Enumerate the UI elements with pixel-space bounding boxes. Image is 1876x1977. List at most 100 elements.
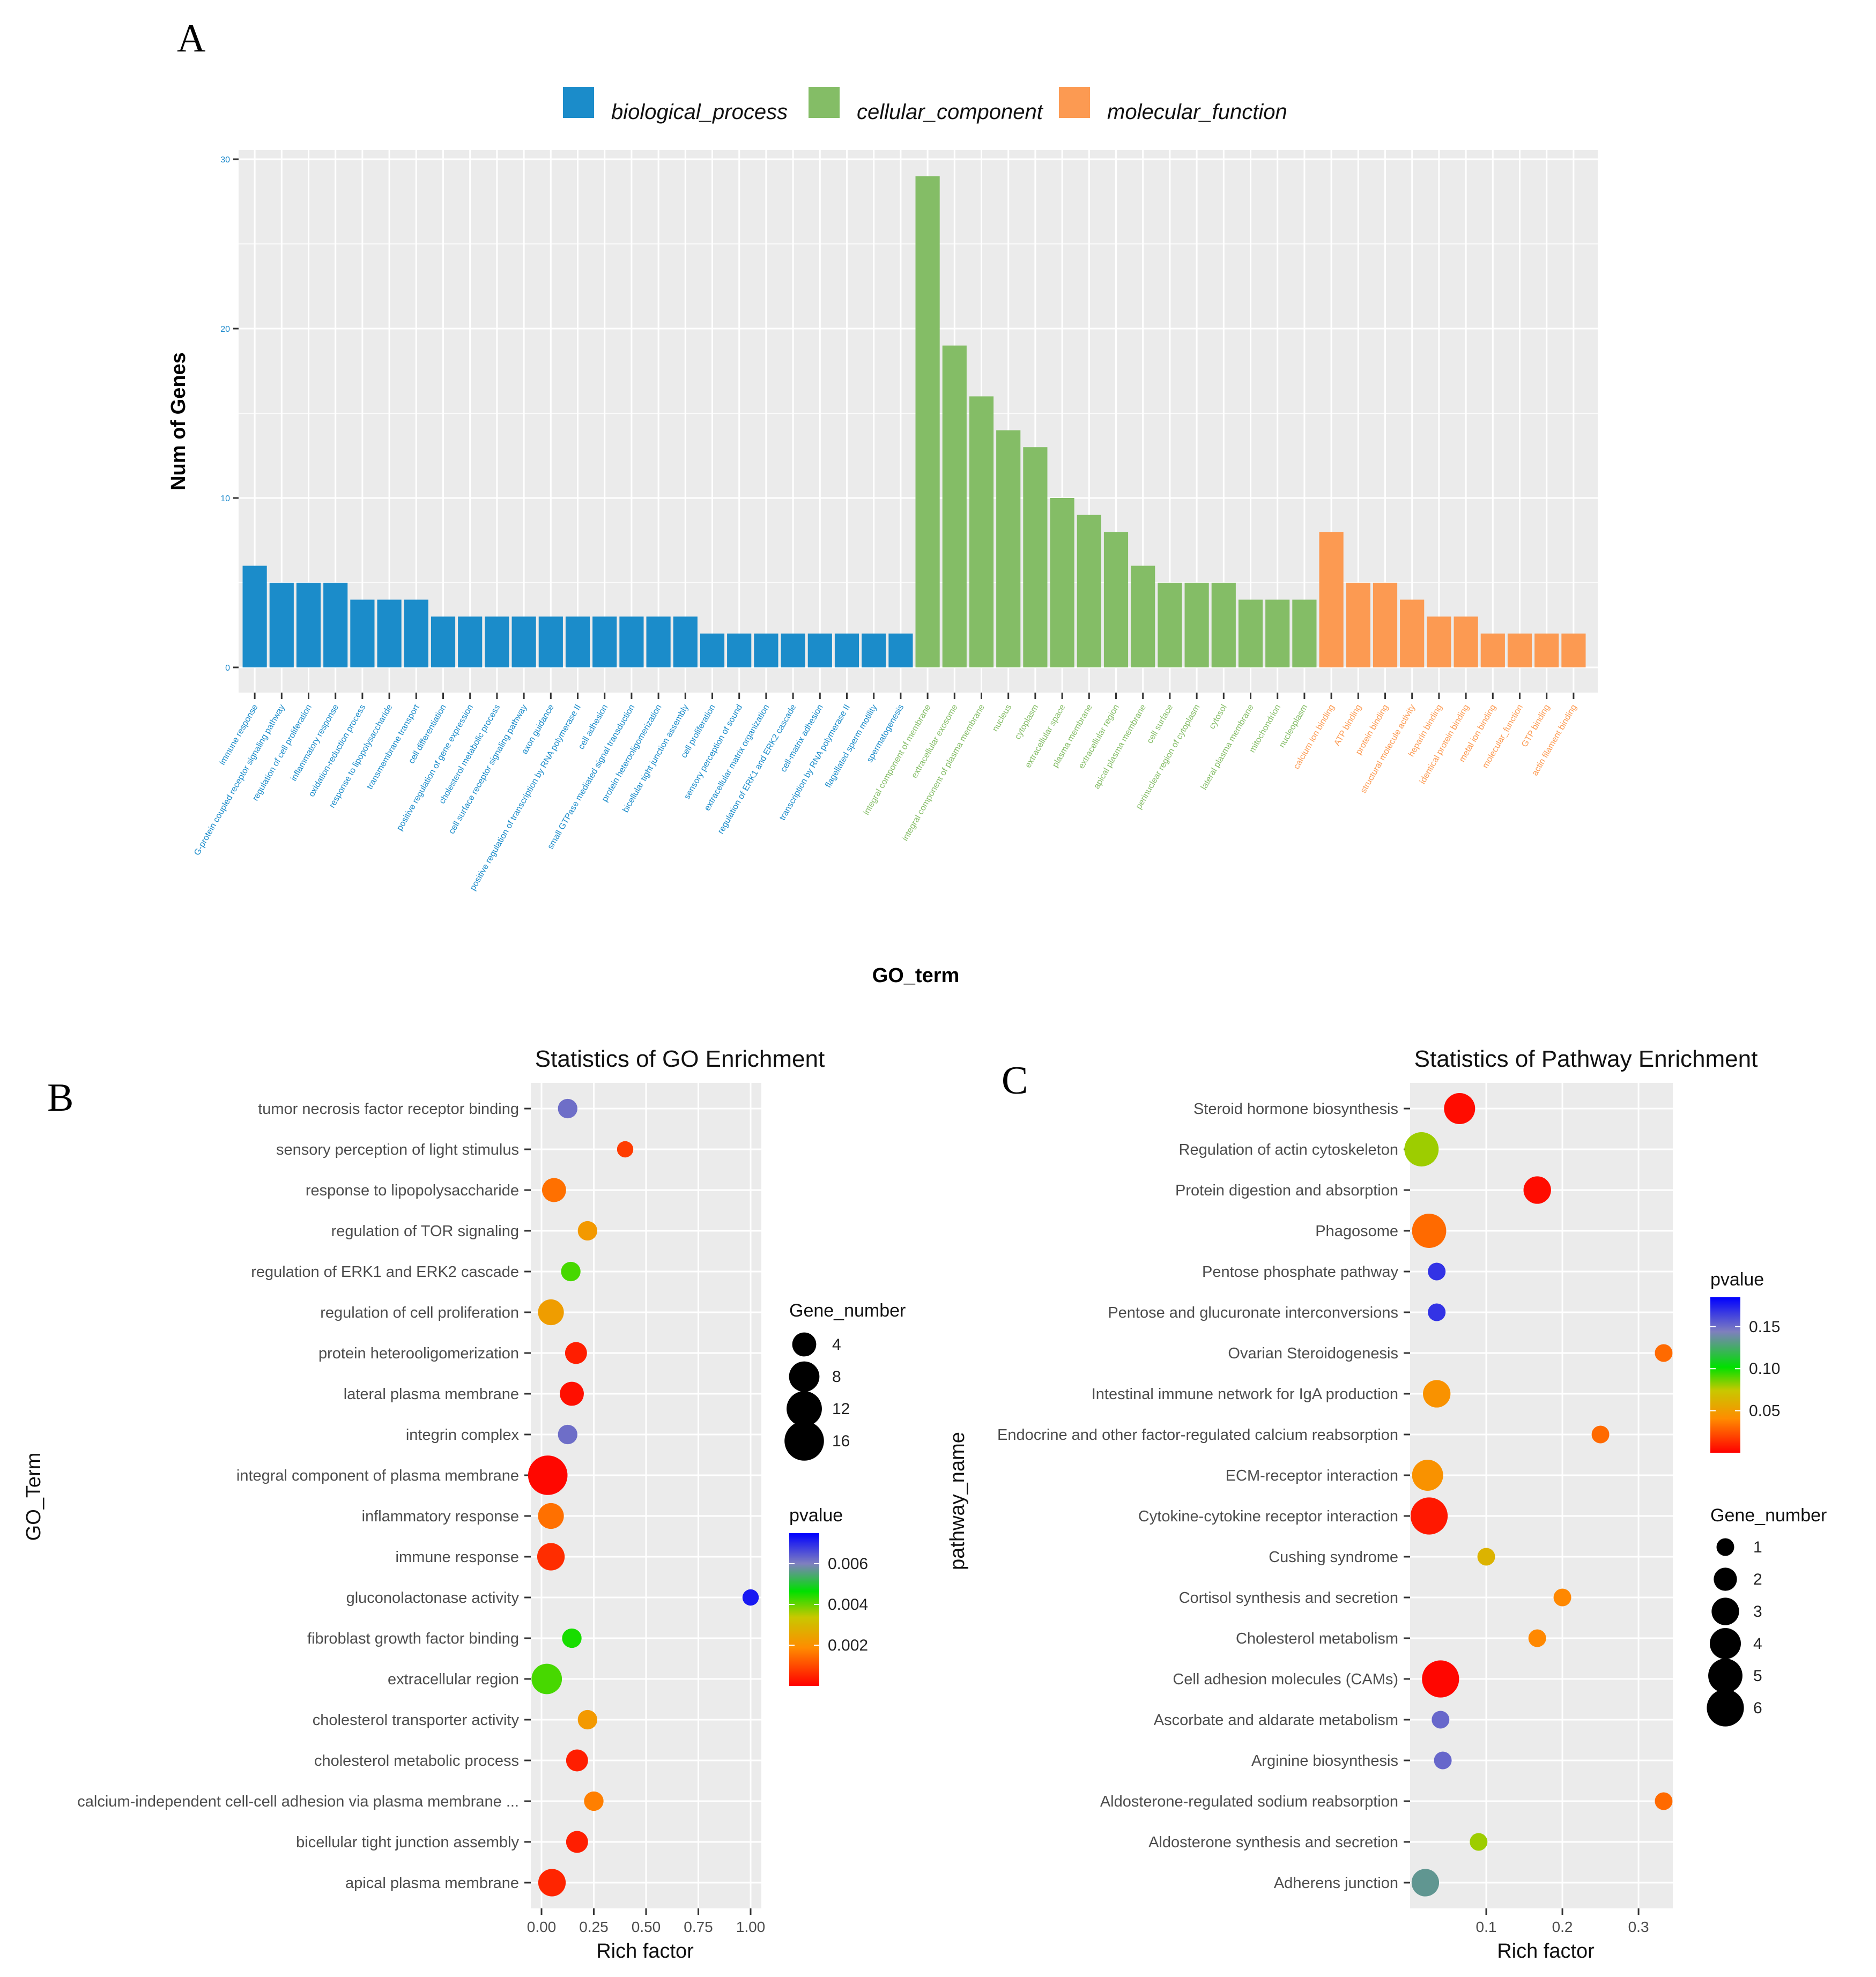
- a-x-tick-label: flagellated sperm motility: [824, 703, 879, 790]
- a-x-tick-label: apical plasma membrane: [1092, 703, 1148, 790]
- c-y-tick-label: Cell adhesion molecules (CAMs): [1173, 1671, 1398, 1688]
- point: [1528, 1629, 1546, 1647]
- point: [538, 1503, 564, 1529]
- c-y-tick-label: Ascorbate and aldarate metabolism: [1154, 1712, 1398, 1729]
- b-y-tick-label: regulation of ERK1 and ERK2 cascade: [251, 1264, 519, 1281]
- c-size-legend-label: 2: [1753, 1571, 1762, 1588]
- point: [565, 1342, 587, 1364]
- point: [561, 1261, 581, 1282]
- bar: [619, 616, 644, 667]
- point: [558, 1098, 577, 1119]
- panel-c-color-bar: [1710, 1297, 1740, 1453]
- a-x-tick-label: transmembrane transport: [365, 703, 421, 791]
- c-y-tick-label: Aldosterone synthesis and secretion: [1148, 1834, 1398, 1851]
- panel-a-legend: biological_process cellular_component mo…: [563, 87, 1287, 124]
- point: [1444, 1093, 1475, 1124]
- a-y-tick-label: 30: [220, 155, 230, 165]
- a-x-tick-label: cytoplasm: [1013, 703, 1041, 741]
- b-x-tick-label: 0.75: [684, 1919, 713, 1935]
- bar: [592, 616, 617, 667]
- bar: [862, 633, 886, 667]
- bar: [1373, 583, 1398, 667]
- bar: [727, 633, 752, 667]
- c-y-tick-label: Steroid hormone biosynthesis: [1193, 1101, 1398, 1118]
- b-y-tick-label: cholesterol metabolic process: [314, 1752, 519, 1770]
- c-y-tick-label: Regulation of actin cytoskeleton: [1179, 1141, 1398, 1158]
- panel-a-y-ticks: 0 10 20 30: [220, 155, 239, 673]
- a-y-tick-label: 20: [220, 325, 230, 334]
- point: [538, 1299, 564, 1326]
- c-y-tick-label: Aldosterone-regulated sodium reabsorptio…: [1100, 1793, 1398, 1810]
- bar: [1561, 633, 1586, 667]
- c-size-legend-dot: [1716, 1538, 1734, 1556]
- b-x-tick-label: 0.50: [632, 1919, 661, 1935]
- panel-b-color-legend: pvalue: [789, 1505, 868, 1686]
- bar: [1400, 599, 1425, 667]
- panel-c-points: [1404, 1093, 1673, 1897]
- a-x-tick-label: inflammatory response: [290, 703, 341, 783]
- panel-b-y-labels: tumor necrosis factor receptor binding se…: [77, 1101, 531, 1892]
- point: [1410, 1497, 1448, 1535]
- panel-a: A biological_process cellular_component …: [167, 17, 1598, 987]
- legend-swatch-molecular-function: [1059, 87, 1090, 118]
- bar: [969, 396, 994, 667]
- bar: [323, 583, 348, 667]
- bar: [942, 345, 967, 667]
- c-size-legend-dot: [1710, 1628, 1741, 1659]
- b-y-tick-label: cholesterol transporter activity: [313, 1712, 520, 1729]
- point: [1470, 1833, 1488, 1851]
- point: [542, 1178, 566, 1202]
- c-size-legend-label: 3: [1753, 1603, 1762, 1621]
- panel-a-x-axis-title: GO_term: [872, 964, 960, 987]
- c-y-tick-label: Adherens junction: [1274, 1875, 1398, 1892]
- legend-swatch-biological-process: [563, 87, 594, 118]
- legend-swatch-cellular-component: [809, 87, 840, 118]
- b-y-tick-label: protein heterooligomerization: [318, 1345, 519, 1362]
- point: [528, 1455, 568, 1495]
- b-size-legend-label: 16: [832, 1432, 850, 1450]
- panel-b-x-axis-title: Rich factor: [596, 1940, 694, 1963]
- c-y-tick-label: Phagosome: [1315, 1223, 1398, 1240]
- panel-a-letter: A: [177, 17, 205, 61]
- bar: [646, 616, 671, 667]
- a-x-tick-label: nucleus: [991, 703, 1013, 733]
- point: [1404, 1132, 1439, 1166]
- bar: [1454, 616, 1478, 667]
- bar: [404, 599, 428, 667]
- c-y-tick-label: Cushing syndrome: [1269, 1549, 1398, 1566]
- c-y-tick-label: Protein digestion and absorption: [1175, 1182, 1398, 1199]
- panel-c-y-axis-title: pathway_name: [946, 1432, 969, 1570]
- point: [742, 1589, 759, 1606]
- bar: [1184, 583, 1209, 667]
- b-y-tick-label: integral component of plasma membrane: [236, 1467, 519, 1484]
- c-y-tick-label: ECM-receptor interaction: [1226, 1467, 1398, 1484]
- bar: [538, 616, 563, 667]
- b-size-legend-label: 12: [832, 1400, 850, 1418]
- bar: [1238, 599, 1263, 667]
- b-x-tick-label: 1.00: [736, 1919, 766, 1935]
- point: [562, 1628, 582, 1648]
- bar: [565, 616, 590, 667]
- point: [1412, 1214, 1447, 1248]
- point: [560, 1381, 584, 1406]
- c-y-tick-label: Pentose phosphate pathway: [1202, 1264, 1398, 1281]
- point: [538, 1869, 566, 1897]
- point: [558, 1424, 577, 1445]
- b-y-tick-label: immune response: [396, 1549, 520, 1566]
- b-y-tick-label: response to lipopolysaccharide: [306, 1182, 519, 1199]
- panel-c-title: Statistics of Pathway Enrichment: [1414, 1046, 1758, 1072]
- bar: [1158, 583, 1182, 667]
- bar: [431, 616, 456, 667]
- panel-c-gridlines: [1410, 1083, 1673, 1908]
- bar: [996, 430, 1021, 667]
- a-x-tick-label: cell surface: [1145, 703, 1175, 745]
- panel-b-size-legend-title: Gene_number: [789, 1300, 906, 1321]
- bar: [700, 633, 725, 667]
- panel-c-size-legend: Gene_number 1 2 3 4 5 6: [1707, 1505, 1827, 1727]
- b-x-tick-label: 0.25: [579, 1919, 609, 1935]
- panel-c: C Statistics of Pathway Enrichment Stero…: [946, 1046, 1827, 1963]
- panel-b-size-legend: Gene_number 4 8 12 16: [784, 1300, 906, 1461]
- b-y-tick-label: inflammatory response: [362, 1508, 519, 1525]
